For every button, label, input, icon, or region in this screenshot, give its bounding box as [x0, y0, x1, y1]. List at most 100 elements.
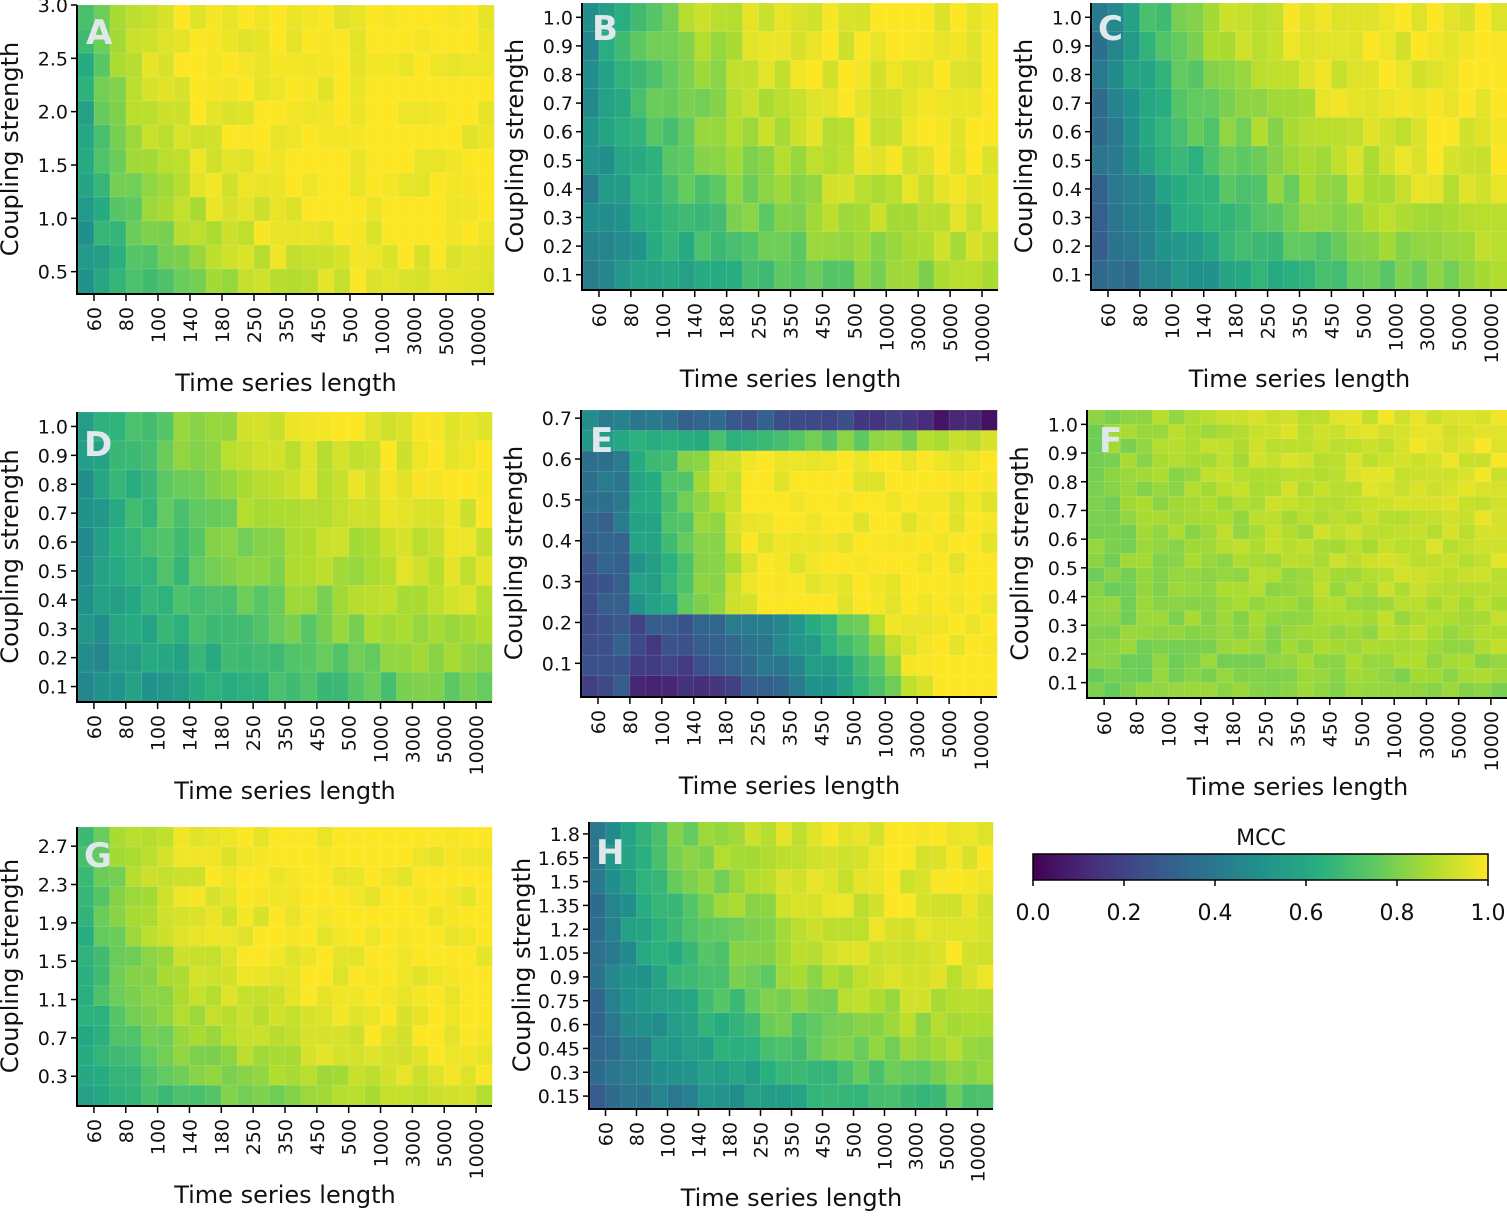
heatmap-cell [459, 925, 477, 947]
heatmap-cell [693, 593, 711, 615]
heatmap-cell [237, 196, 255, 222]
heatmap-cell [1442, 145, 1460, 176]
heatmap-cell [1345, 553, 1363, 569]
heatmap-cell [1171, 260, 1189, 290]
heatmap-cell [1490, 581, 1507, 598]
heatmap-cell [868, 988, 886, 1014]
heatmap-cell [1458, 424, 1476, 440]
heatmap-cell [381, 100, 399, 126]
heatmap-cell [157, 985, 175, 1007]
heatmap-cell [1219, 31, 1237, 61]
heatmap-cell [853, 1083, 870, 1109]
heatmap-cell [774, 117, 792, 147]
heatmap-cell [317, 124, 335, 150]
heatmap-cell [1264, 409, 1282, 425]
heatmap-cell [77, 965, 95, 987]
heatmap-cell [221, 556, 238, 587]
heatmap-cell [380, 556, 398, 587]
heatmap-cell [141, 671, 159, 702]
heatmap-cell [789, 634, 807, 656]
heatmap-cell [1200, 524, 1218, 540]
heatmap-cell [1139, 31, 1157, 61]
heatmap-cell [932, 613, 950, 636]
heatmap-cell [396, 1025, 413, 1047]
heatmap-cell [694, 145, 712, 176]
heatmap-cell [396, 1005, 413, 1027]
heatmap-cell [443, 965, 461, 987]
heatmap-cell [1139, 260, 1157, 290]
heatmap-cell [678, 231, 696, 262]
heatmap-cell [332, 866, 350, 888]
heatmap-cell [364, 585, 382, 615]
heatmap-cell [348, 846, 366, 868]
heatmap-cell [1281, 438, 1299, 454]
heatmap-cell [710, 231, 728, 262]
heatmap-cell [582, 145, 600, 176]
heatmap-cell [93, 527, 111, 558]
heatmap-cell [125, 906, 143, 927]
heatmap-cell [1313, 510, 1331, 526]
heatmap-cell [413, 172, 431, 198]
heatmap-cell [1216, 438, 1234, 454]
heatmap-cell [709, 491, 727, 513]
heatmap-cell [900, 675, 918, 697]
heatmap-cell [605, 1036, 622, 1061]
heatmap-cell [757, 532, 775, 554]
heatmap-cell [459, 866, 477, 888]
heatmap-cell [1490, 438, 1507, 454]
heatmap-cell [173, 498, 191, 529]
heatmap-cell [1232, 495, 1250, 512]
heatmap-cell [1103, 624, 1121, 641]
heatmap-cell [285, 220, 303, 246]
heatmap-cell [459, 1045, 477, 1066]
heatmap-cell [775, 1036, 793, 1061]
heatmap-cell [651, 988, 669, 1014]
heatmap-cell [1139, 174, 1157, 204]
x-tick-label: 450 [812, 303, 834, 339]
heatmap-cell [1361, 667, 1379, 684]
heatmap-cell [791, 964, 808, 990]
heatmap-cell [868, 1012, 886, 1038]
heatmap-cell [1184, 495, 1202, 512]
heatmap-cell [760, 893, 777, 918]
heatmap-cell [445, 148, 463, 174]
heatmap-cell [93, 76, 111, 102]
heatmap-cell [744, 1083, 762, 1109]
heatmap-cell [396, 1045, 413, 1066]
heatmap-cell [884, 1036, 901, 1061]
x-tick-label: 60 [589, 303, 611, 327]
heatmap-cell [949, 31, 967, 61]
heatmap-cell [205, 556, 222, 587]
heatmap-cell [348, 527, 366, 558]
heatmap-cell [791, 940, 808, 966]
heatmap-cell [1426, 524, 1444, 540]
heatmap-cell [1219, 202, 1237, 233]
heatmap-cell [1171, 231, 1189, 262]
heatmap-cell [729, 917, 746, 942]
heatmap-cell [837, 845, 855, 871]
heatmap-cell [1410, 438, 1428, 454]
heatmap-cell [932, 470, 950, 493]
heatmap-cell [1232, 424, 1250, 440]
heatmap-cell [284, 498, 302, 529]
heatmap-cell [709, 573, 727, 595]
heatmap-cell [1426, 510, 1444, 526]
heatmap-cell [646, 117, 664, 147]
heatmap-cell [125, 1005, 143, 1027]
heatmap-cell [853, 821, 870, 847]
heatmap-cell [1200, 553, 1218, 569]
heatmap-cell [760, 1060, 777, 1085]
y-tick-label: 1.8 [550, 824, 580, 846]
heatmap-cell [412, 1045, 429, 1066]
heatmap-cell [252, 411, 270, 442]
heatmap-cell [477, 172, 495, 198]
heatmap-cell [729, 845, 746, 871]
heatmap-cell [605, 1060, 622, 1085]
heatmap-cell [837, 893, 855, 918]
heatmap-cell [698, 1060, 715, 1085]
heatmap-cell [141, 28, 159, 54]
heatmap-cell [1329, 653, 1347, 669]
heatmap-cell [822, 845, 839, 871]
heatmap-cell [300, 846, 318, 868]
heatmap-cell [141, 124, 159, 150]
